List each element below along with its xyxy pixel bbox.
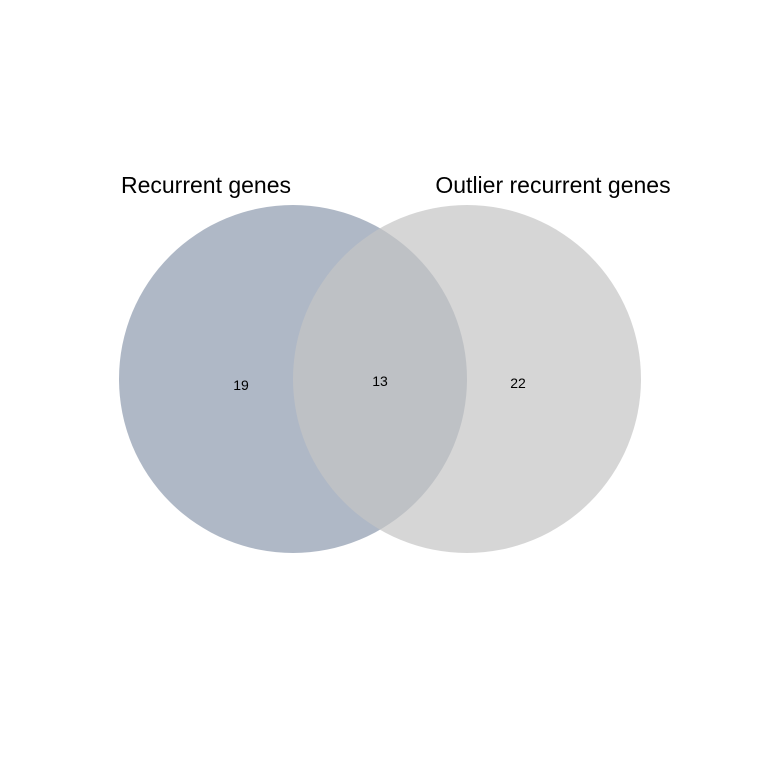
count-recurrent-only: 19: [233, 377, 249, 393]
set-label-recurrent-genes: Recurrent genes: [121, 172, 291, 198]
set-label-outlier-recurrent-genes: Outlier recurrent genes: [435, 172, 670, 198]
set-circle-outlier-recurrent-genes: [293, 205, 641, 553]
count-intersection: 13: [372, 373, 388, 389]
count-outlier-only: 22: [510, 375, 526, 391]
